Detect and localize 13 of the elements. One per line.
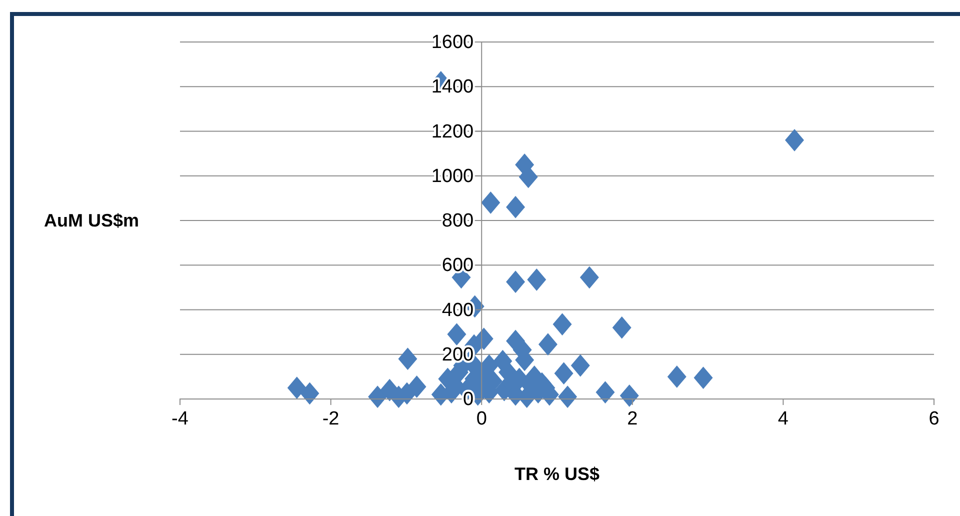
x-tick-label: 0 [476,408,487,430]
y-axis-title: AuM US$m [44,210,140,230]
y-tick-label: 1000 [431,166,474,187]
x-tick-label: -2 [322,408,340,430]
y-tick-label: 800 [442,210,474,232]
x-axis-title: TR % US$ [514,464,600,484]
x-tick-label: 2 [627,408,638,430]
x-tick-label: -4 [172,408,189,430]
y-tick-label: 1600 [431,32,474,54]
x-tick-label: 6 [928,408,940,430]
x-tick-label: 4 [778,408,789,430]
y-tick-label: 600 [442,255,474,276]
y-tick-label: 1200 [431,121,474,142]
